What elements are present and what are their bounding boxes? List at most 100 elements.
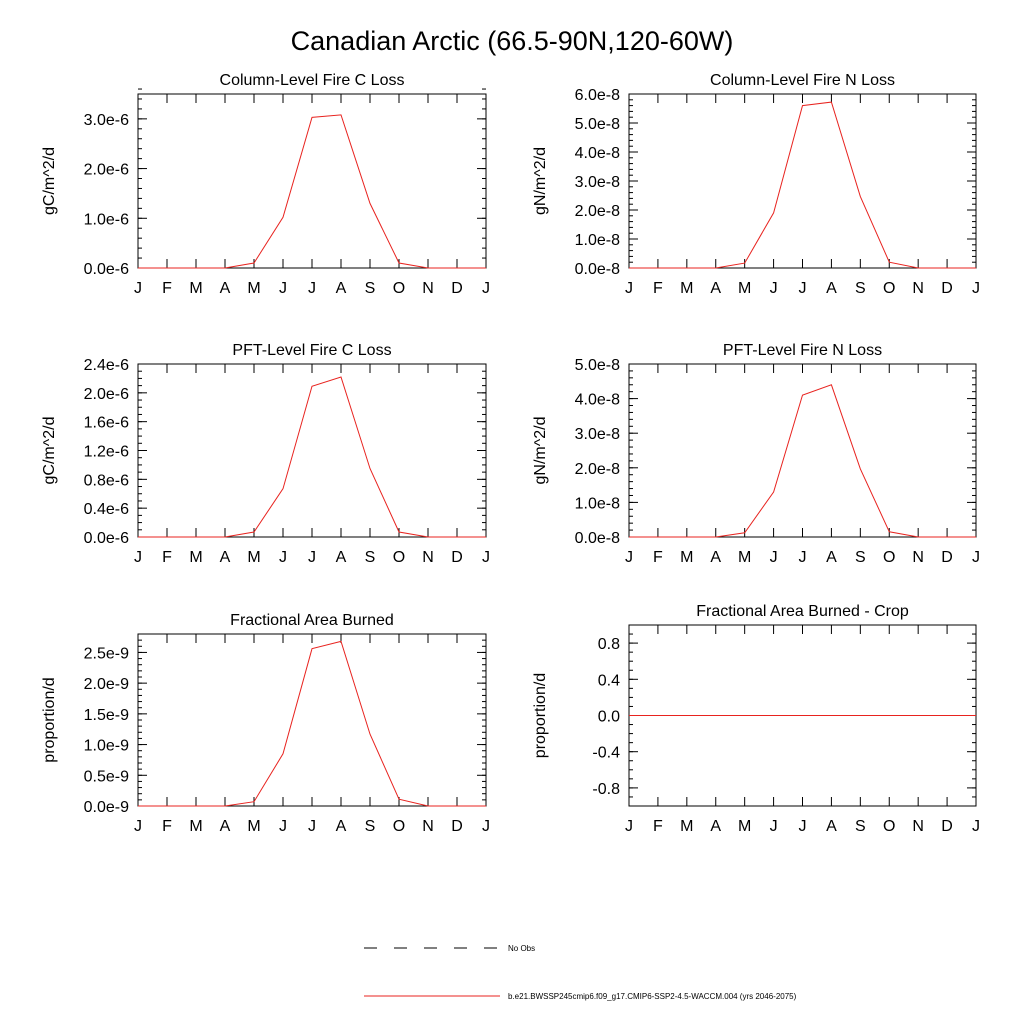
x-tick-label: S [365,280,376,297]
x-tick-label: O [883,280,895,297]
y-tick-label: 0.4 [598,672,620,689]
x-tick-label: F [162,818,172,835]
x-tick-label: A [710,280,721,297]
x-tick-label: M [738,549,751,566]
y-tick-label: 0.8e-6 [84,472,129,489]
x-tick-label: J [770,818,778,835]
plot-frame [137,363,487,538]
y-tick-label: 2.5e-9 [84,645,129,662]
x-tick-label: F [162,280,172,297]
x-tick-label: A [220,818,231,835]
x-tick-label: M [738,818,751,835]
plot-frame [137,93,487,269]
y-tick-label: 4.0e-8 [575,392,620,409]
x-tick-label: J [972,549,980,566]
chart-panel-6: Fractional Area Burned - Crop proportion/… [532,603,980,835]
x-tick-label: J [972,280,980,297]
x-tick-label: J [134,818,142,835]
y-tick-label: -0.4 [592,745,620,762]
x-tick-label: J [799,818,807,835]
y-tick-label: 0.4e-6 [84,501,129,518]
x-tick-label: A [220,280,231,297]
y-tick-label: 2.0e-8 [575,461,620,478]
x-tick-label: J [482,818,490,835]
legend: No Obs b.e21.BWSSP245cmip6.f09_g17.CMIP6-… [364,944,797,1001]
legend-item: b.e21.BWSSP245cmip6.f09_g17.CMIP6-SSP2-4… [364,992,797,1001]
x-tick-label: M [189,549,202,566]
y-tick-label: 1.0e-8 [575,232,620,249]
x-tick-label: S [365,549,376,566]
x-tick-label: A [826,280,837,297]
y-tick-label: 2.0e-8 [575,203,620,220]
x-tick-label: A [336,280,347,297]
x-tick-label: M [247,549,260,566]
x-tick-label: J [308,818,316,835]
x-tick-label: D [941,818,953,835]
y-axis-label: proportion/d [532,673,549,758]
x-tick-label: F [162,549,172,566]
y-axis-label: gN/m^2/d [532,147,549,215]
x-tick-label: S [855,818,866,835]
y-tick-label: 2.0e-6 [84,162,129,179]
x-tick-label: S [365,818,376,835]
x-tick-label: O [393,818,405,835]
x-tick-label: M [738,280,751,297]
x-tick-label: F [653,818,663,835]
y-tick-label: 1.2e-6 [84,444,129,461]
y-tick-label: 1.5e-9 [84,707,129,724]
x-tick-label: D [941,549,953,566]
series-line [629,101,976,269]
x-tick-label: J [134,549,142,566]
x-tick-label: D [451,549,463,566]
y-tick-label: 3.0e-6 [84,112,129,129]
panel-title: Column-Level Fire C Loss [220,72,405,89]
x-tick-label: J [279,818,287,835]
y-tick-label: 5.0e-8 [575,116,620,133]
x-tick-label: S [855,280,866,297]
y-tick-label: 1.0e-8 [575,495,620,512]
y-tick-label: 0.8 [598,636,620,653]
x-tick-label: A [220,549,231,566]
x-tick-label: M [680,280,693,297]
series-line [629,384,976,538]
x-tick-label: M [247,818,260,835]
y-axis-label: gC/m^2/d [41,147,58,215]
x-tick-label: M [189,280,202,297]
x-tick-label: O [883,549,895,566]
x-tick-label: J [482,280,490,297]
x-tick-label: D [451,818,463,835]
x-tick-label: J [972,818,980,835]
x-tick-label: A [336,549,347,566]
y-tick-label: 1.6e-6 [84,415,129,432]
y-axis-label: gN/m^2/d [532,417,549,485]
y-tick-label: 1.0e-9 [84,738,129,755]
x-tick-label: N [912,549,924,566]
plot-frame [628,363,977,538]
y-tick-label: 1.0e-6 [84,211,129,228]
y-tick-label: 4.0e-8 [575,145,620,162]
plot-frame [628,93,977,269]
x-tick-label: M [247,280,260,297]
x-tick-label: D [941,280,953,297]
y-tick-label: 2.4e-6 [84,357,129,374]
y-axis-label: gC/m^2/d [41,417,58,485]
x-tick-label: A [826,818,837,835]
x-tick-label: N [422,280,434,297]
x-tick-label: J [799,549,807,566]
y-tick-label: 6.0e-8 [575,87,620,104]
x-tick-label: N [912,818,924,835]
panel-title: PFT-Level Fire N Loss [723,342,882,359]
series-line [138,376,486,538]
legend-label: b.e21.BWSSP245cmip6.f09_g17.CMIP6-SSP2-4… [508,992,797,1001]
y-tick-label: 5.0e-8 [575,357,620,374]
y-tick-label: 0.5e-9 [84,768,129,785]
x-tick-label: M [680,818,693,835]
x-tick-label: J [625,818,633,835]
x-tick-label: F [653,549,663,566]
x-tick-label: O [393,280,405,297]
panel-title: PFT-Level Fire C Loss [232,342,391,359]
